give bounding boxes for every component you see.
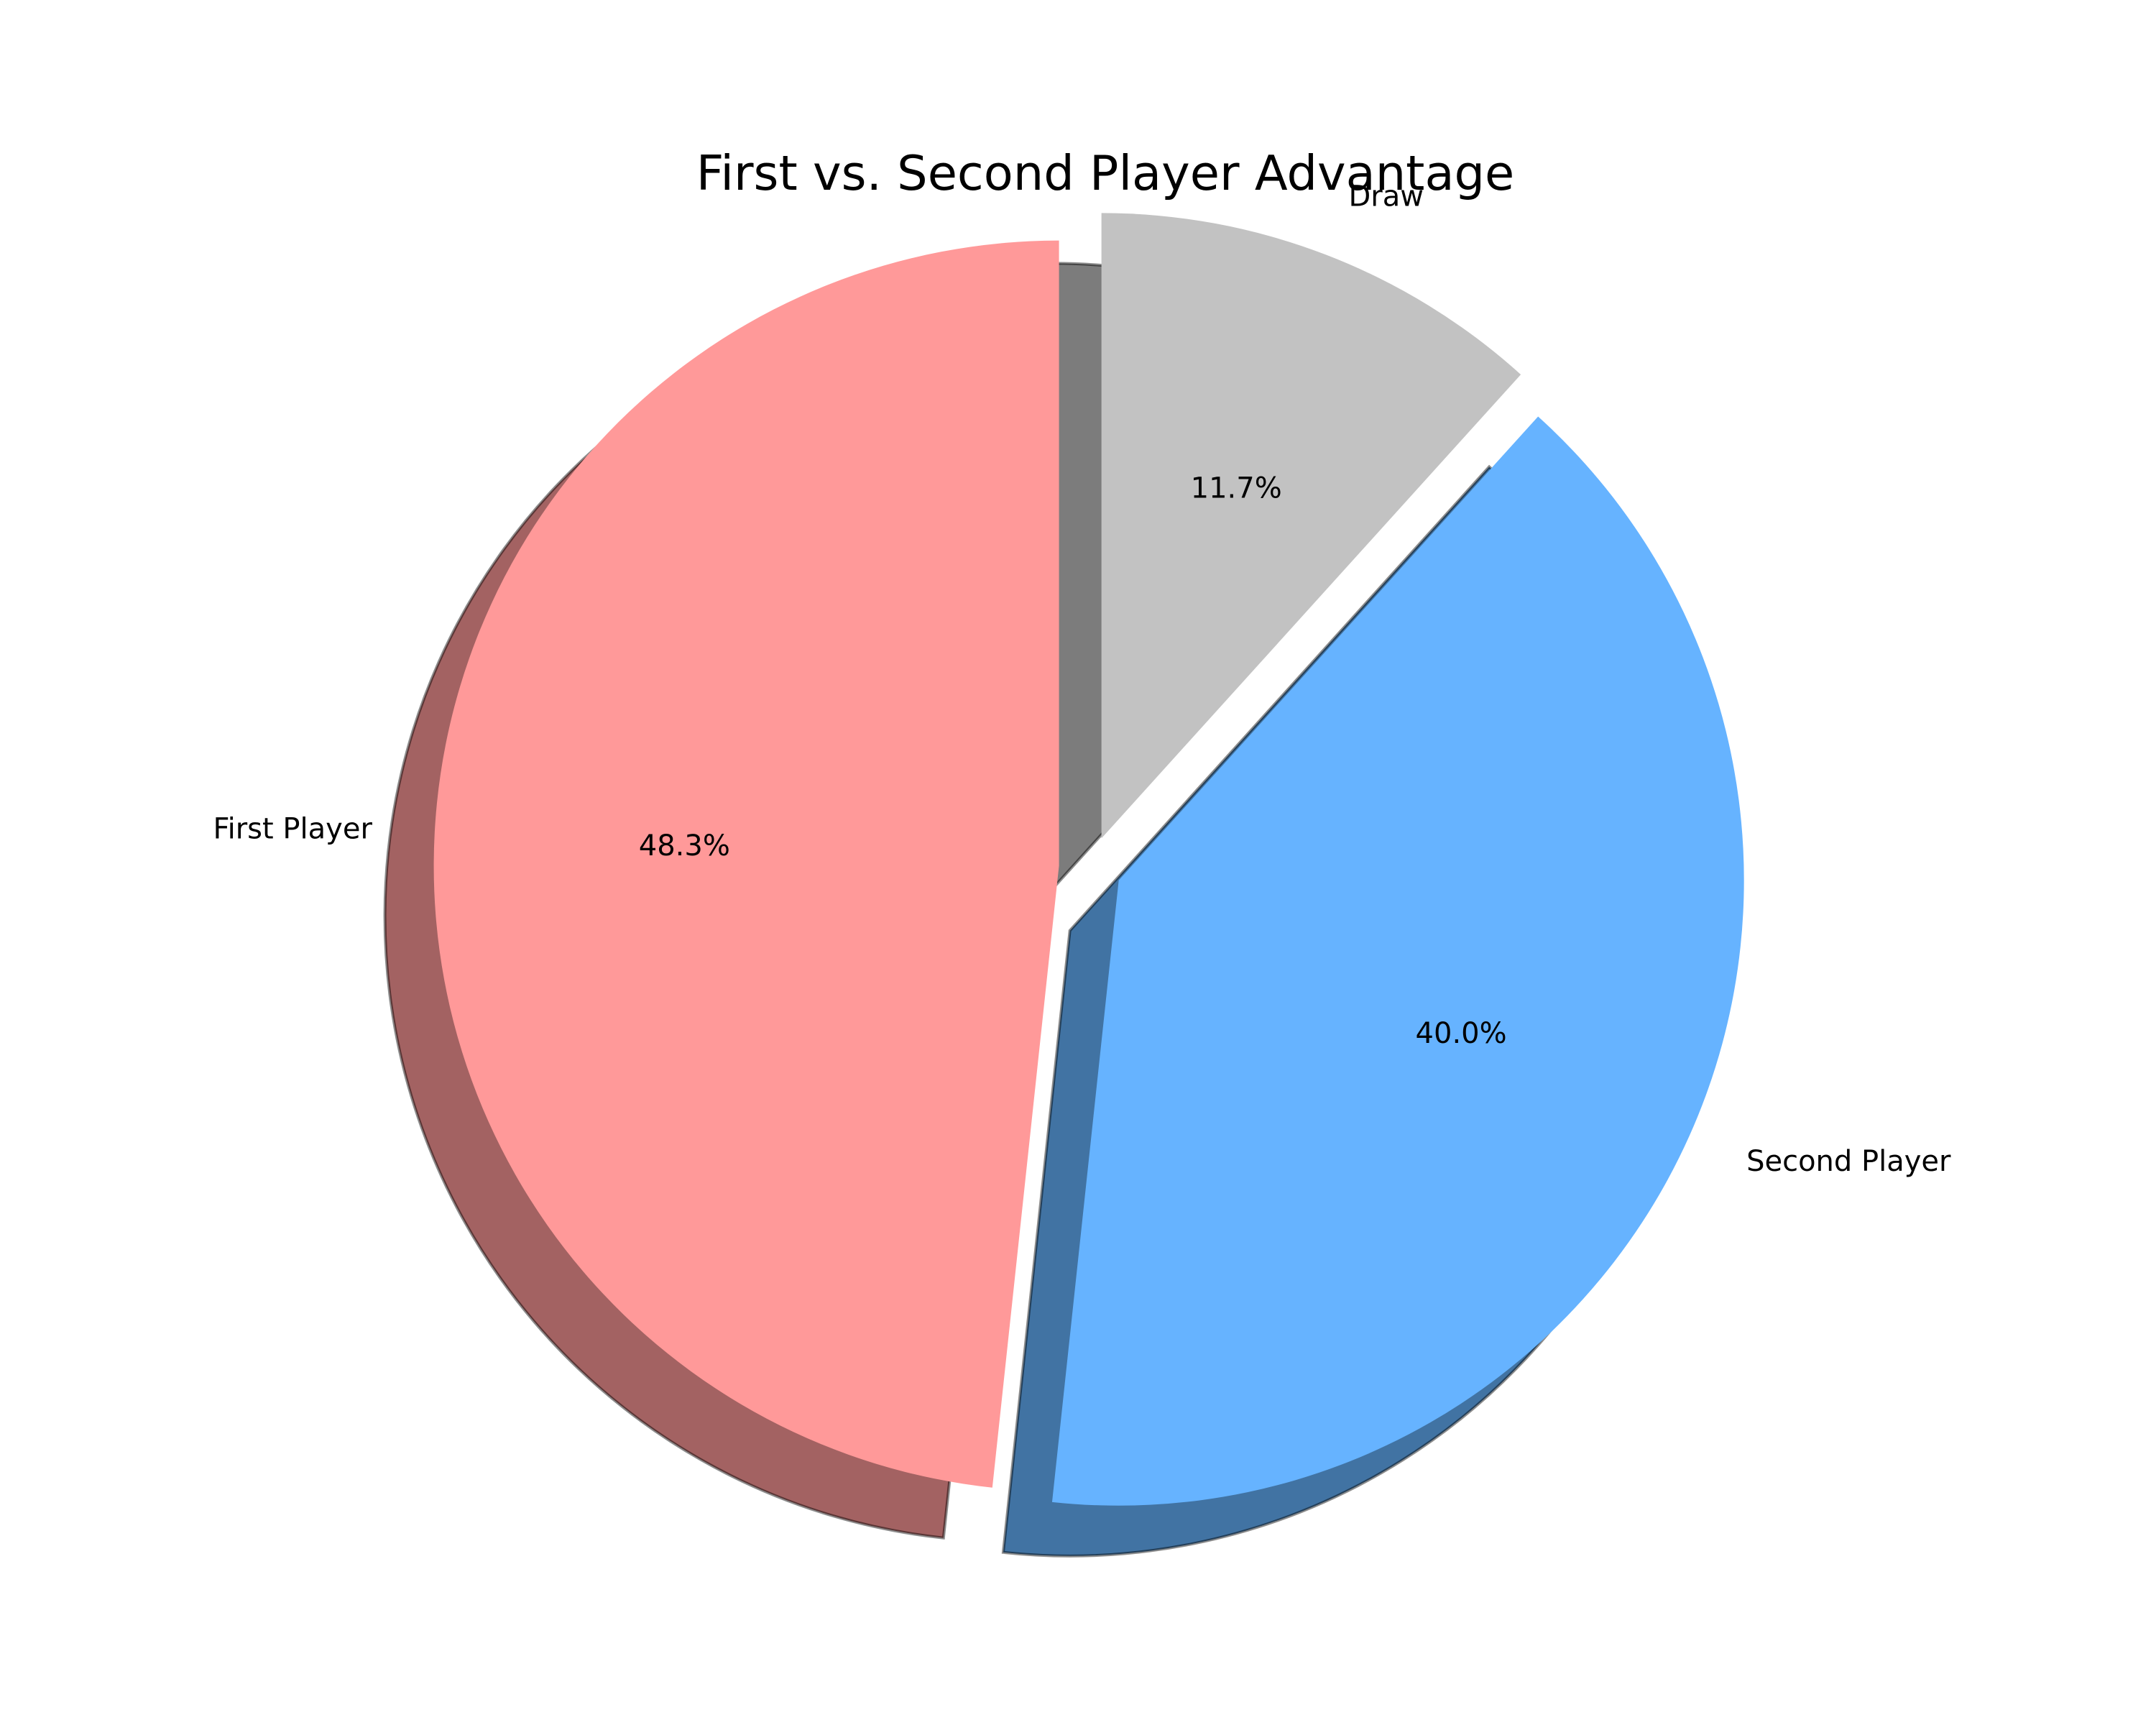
slice-label-draw: Draw [1349,180,1424,213]
pie-slice-second-player [1051,416,1744,1506]
label-layer: First Player 48.3% Second Player 40.0% Draw 1… [213,180,1952,1178]
slice-label-first-player: First Player [213,813,373,846]
slice-percent-draw: 11.7% [1191,472,1282,505]
slice-percent-second-player: 40.0% [1416,1017,1507,1050]
slice-percent-first-player: 48.3% [639,829,730,862]
pie-slice-draw [1101,213,1521,839]
pie-slice-first-player [433,240,1059,1488]
chart-title: First vs. Second Player Advantage [696,145,1515,201]
slice-layer [433,213,1744,1506]
slice-label-second-player: Second Player [1746,1145,1951,1178]
